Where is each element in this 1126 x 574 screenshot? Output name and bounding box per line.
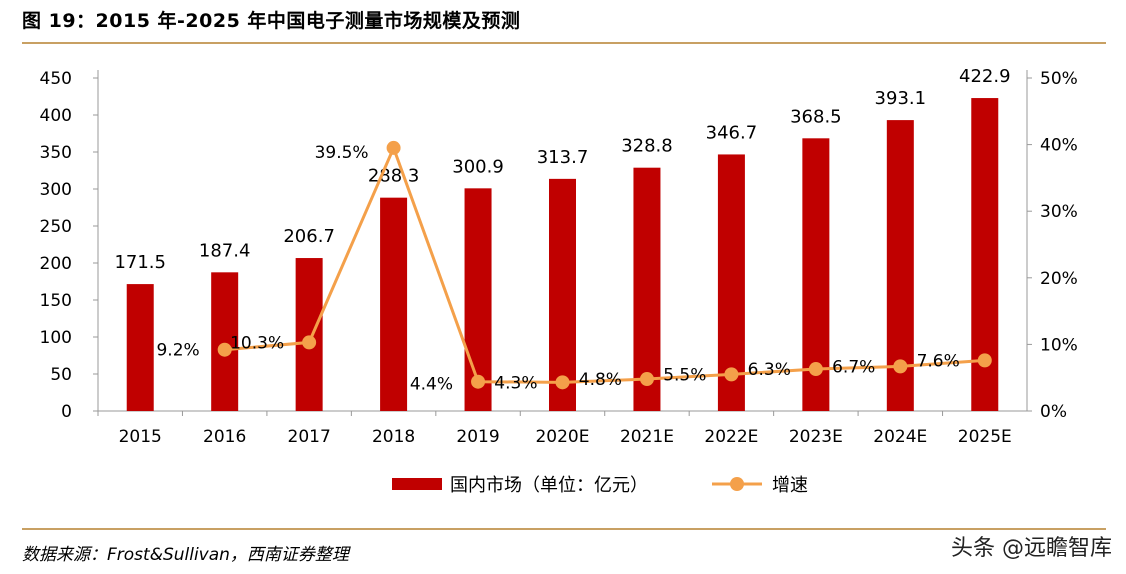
x-tick-label: 2022E <box>704 427 758 447</box>
growth-point <box>555 375 570 390</box>
right-tick-label: 50% <box>1040 69 1078 89</box>
growth-line <box>224 143 985 384</box>
bar-value-label: 346.7 <box>706 122 758 143</box>
legend: 国内市场（单位：亿元） 增速 <box>392 475 808 496</box>
growth-value-label: 6.3% <box>748 360 791 380</box>
bar-value-label: 206.7 <box>283 226 335 247</box>
bar <box>633 167 661 411</box>
legend-line-label: 增速 <box>772 475 808 496</box>
x-tick-label: 2023E <box>789 427 843 447</box>
legend-bar-label: 国内市场（单位：亿元） <box>450 475 648 496</box>
right-tick-label: 0% <box>1040 402 1067 422</box>
left-tick-label: 400 <box>40 106 72 126</box>
bar <box>464 188 492 411</box>
bar-value-label: 328.8 <box>621 136 673 157</box>
bar-value-label: 313.7 <box>537 147 589 168</box>
growth-value-label: 4.3% <box>494 373 537 393</box>
bar <box>295 258 323 411</box>
growth-point <box>977 353 992 368</box>
growth-point <box>471 374 486 389</box>
growth-point <box>808 362 823 377</box>
legend-bar-swatch <box>392 478 442 490</box>
growth-value-label: 4.4% <box>410 375 453 395</box>
growth-value-label: 39.5% <box>315 143 369 163</box>
x-tick-labels: 2015 2016 2017 2018 2019 2020E 2021E 2022E 2023E… <box>97 411 1012 447</box>
x-tick-label: 2020E <box>535 427 589 447</box>
right-tick-label: 10% <box>1040 335 1078 355</box>
right-tick-label: 40% <box>1040 136 1078 156</box>
x-tick-label: 2019 <box>456 427 499 447</box>
legend-line-marker <box>730 477 744 491</box>
growth-value-label: 5.5% <box>663 365 706 385</box>
growth-line-series <box>217 140 992 390</box>
growth-point <box>302 335 317 350</box>
growth-point <box>893 359 908 374</box>
bar-value-label: 393.1 <box>875 88 927 109</box>
bar-value-label: 187.4 <box>199 240 251 261</box>
bar-value-label: 368.5 <box>790 106 842 127</box>
right-tick-label: 30% <box>1040 202 1078 222</box>
growth-labels: 9.2% 10.3% 39.5% 4.4% 4.3% 4.8% 5.5% 6.3% 6.7% 7.… <box>156 143 959 395</box>
bar-value-label: 288.3 <box>368 166 420 187</box>
source-note: 数据来源：Frost&Sullivan，西南证券整理 <box>22 545 349 565</box>
growth-point <box>386 140 401 155</box>
growth-point <box>639 372 654 387</box>
left-tick-label: 300 <box>40 180 72 200</box>
growth-point <box>724 367 739 382</box>
x-tick-label: 2024E <box>873 427 927 447</box>
growth-value-label: 10.3% <box>230 333 284 353</box>
bar-value-label: 300.9 <box>452 156 504 177</box>
source-divider <box>22 528 1106 530</box>
x-tick-label: 2021E <box>620 427 674 447</box>
bar <box>211 272 239 411</box>
bar-value-label: 422.9 <box>959 66 1011 87</box>
x-tick-label: 2016 <box>203 427 246 447</box>
growth-value-label: 9.2% <box>156 341 199 361</box>
left-tick-label: 0 <box>61 402 72 422</box>
right-tick-label: 20% <box>1040 269 1078 289</box>
left-tick-label: 250 <box>40 217 72 237</box>
left-tick-label: 50 <box>50 365 72 385</box>
bar-value-label: 171.5 <box>114 252 166 273</box>
bar-labels: 171.5 187.4 206.7 288.3 300.9 313.7 328.8 346.7… <box>114 66 1010 273</box>
bar <box>380 197 408 411</box>
growth-value-label: 4.8% <box>579 370 622 390</box>
left-tick-label: 100 <box>40 328 72 348</box>
x-tick-label: 2018 <box>372 427 415 447</box>
watermark: 头条 @远瞻智库 <box>951 536 1112 561</box>
growth-value-label: 6.7% <box>832 357 875 377</box>
bars-series <box>126 98 999 411</box>
left-tick-label: 350 <box>40 143 72 163</box>
growth-point <box>217 342 232 357</box>
bar <box>126 284 154 411</box>
bar <box>549 178 576 411</box>
title-divider <box>22 42 1106 44</box>
figure-title: 图 19：2015 年-2025 年中国电子测量市场规模及预测 <box>22 10 521 32</box>
left-tick-label: 150 <box>40 291 72 311</box>
left-tick-label: 200 <box>40 254 72 274</box>
axes: 0 50 100 150 200 250 300 350 400 450 0% 10% 20% 30% 40… <box>40 69 1078 422</box>
left-tick-label: 450 <box>40 69 72 89</box>
x-tick-label: 2017 <box>288 427 331 447</box>
x-tick-label: 2025E <box>958 427 1012 447</box>
growth-value-label: 7.6% <box>917 351 960 371</box>
x-tick-label: 2015 <box>119 427 162 447</box>
